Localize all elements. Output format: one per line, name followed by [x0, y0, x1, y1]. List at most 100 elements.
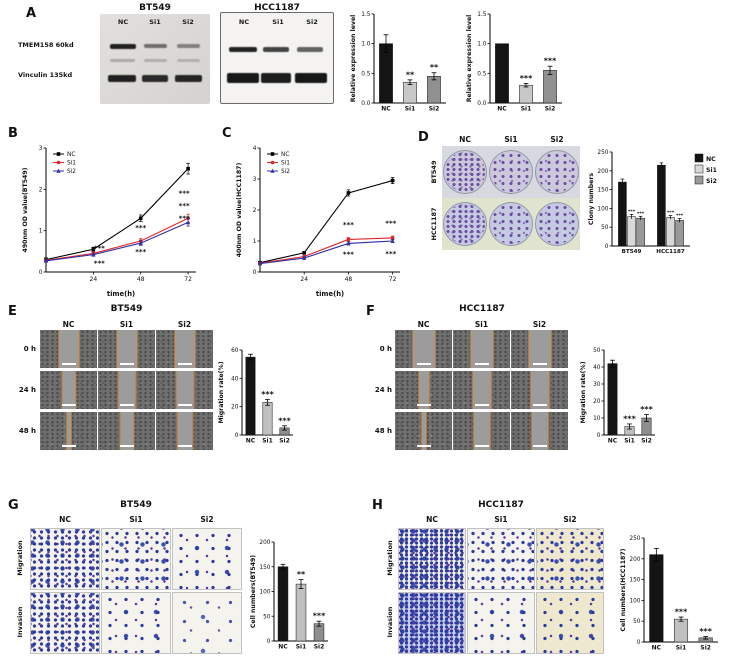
svg-text:Si1: Si1	[521, 106, 532, 113]
svg-text:4: 4	[253, 146, 257, 152]
blot-band	[175, 75, 202, 82]
svg-text:Si2: Si2	[67, 169, 76, 175]
transwell-image	[398, 592, 466, 654]
svg-text:Si1: Si1	[262, 438, 273, 445]
svg-text:Clony numbers: Clony numbers	[588, 173, 595, 225]
blot-band	[108, 75, 136, 82]
scale-bar	[177, 404, 192, 406]
wound-image	[511, 330, 568, 368]
svg-text:***: ***	[640, 405, 653, 414]
svg-text:***: ***	[313, 612, 326, 621]
svg-text:***: ***	[179, 202, 190, 210]
col-label: Si1	[474, 320, 489, 329]
blot-band	[261, 73, 291, 83]
svg-text:Si1: Si1	[706, 167, 717, 174]
svg-text:Si1: Si1	[624, 438, 635, 445]
scratch-gap	[530, 412, 549, 450]
svg-text:Relative expression level: Relative expression level	[350, 15, 357, 103]
blot-band	[177, 59, 200, 62]
col-label: Si2	[563, 515, 577, 524]
panel-label-a: A	[26, 6, 37, 21]
wound-image	[395, 330, 452, 368]
scale-bar	[119, 445, 134, 447]
svg-text:***: ***	[667, 210, 675, 216]
svg-text:Si2: Si2	[641, 438, 652, 445]
blot-band	[144, 59, 167, 62]
chart-od-hcc1187: 0 1 2 3 4 400nm OD value(HCC1187) 24 48 72 NC Si1 S…	[230, 140, 410, 298]
scale-bar	[61, 445, 76, 447]
svg-text:Si2: Si2	[545, 106, 556, 113]
scratch-gap	[57, 330, 80, 368]
svg-text:***: ***	[278, 416, 291, 425]
svg-text:time(h): time(h)	[107, 290, 135, 298]
scale-bar	[119, 363, 134, 365]
blot-band	[227, 73, 259, 83]
row-label: 48 h	[18, 427, 36, 435]
transwell-image	[172, 592, 242, 654]
wound-image	[40, 330, 97, 368]
svg-text:Cell numbers(BT549): Cell numbers(BT549)	[250, 555, 257, 628]
svg-text:***: ***	[343, 251, 354, 259]
svg-text:150: 150	[259, 565, 270, 571]
chart-migration-rate-bt549: 0 20 40 60 Migration rate(%) NC *** Si1 *** Si2	[218, 338, 298, 448]
svg-text:0: 0	[235, 433, 239, 439]
wound-image	[453, 371, 510, 409]
panel-label-d: D	[418, 130, 429, 145]
svg-text:NC: NC	[381, 106, 391, 113]
row-label: 48 h	[374, 427, 392, 435]
blot-band	[263, 47, 289, 52]
scratch-gap	[420, 412, 427, 450]
svg-text:***: ***	[520, 74, 533, 83]
row-label-bt549: BT549	[430, 160, 438, 184]
panel-title-bt549: BT549	[120, 500, 152, 510]
svg-text:NC: NC	[497, 106, 507, 113]
svg-text:NC: NC	[278, 644, 288, 651]
scratch-gap	[115, 330, 138, 368]
scale-bar	[532, 404, 547, 406]
scratch-gap	[471, 371, 492, 409]
svg-text:400nm OD value(HCC1187): 400nm OD value(HCC1187)	[236, 163, 243, 258]
western-blot-bt549: NC Si1 Si2	[100, 14, 210, 104]
colony-dish	[489, 150, 533, 194]
svg-text:***: ***	[628, 209, 636, 215]
svg-text:100: 100	[259, 590, 270, 596]
svg-text:NC: NC	[706, 156, 716, 163]
wound-image	[453, 412, 510, 450]
chart-e-svg: 0 20 40 60 Migration rate(%) NC *** Si1 *** Si2	[218, 348, 293, 445]
scratch-gap	[173, 330, 196, 368]
svg-text:20: 20	[231, 405, 239, 411]
transwell-image	[467, 592, 535, 654]
transwell-image	[398, 528, 466, 590]
svg-text:Si1: Si1	[67, 161, 76, 167]
col-label: NC	[62, 320, 75, 329]
svg-text:***: ***	[343, 221, 354, 229]
svg-text:***: ***	[544, 57, 557, 66]
scratch-gap	[527, 330, 552, 368]
scratch-gap	[472, 412, 491, 450]
svg-text:NC: NC	[246, 438, 256, 445]
col-label: Si1	[129, 515, 143, 524]
scratch-gap	[175, 371, 194, 409]
svg-text:NC: NC	[281, 152, 289, 158]
col-label: NC	[417, 320, 430, 329]
blot-title-bt549: BT549	[139, 3, 171, 13]
col-label: Si2	[200, 515, 214, 524]
panel-label-f: F	[366, 304, 375, 319]
svg-text:NC: NC	[652, 645, 662, 652]
svg-text:Si2: Si2	[700, 645, 711, 652]
scale-bar	[177, 445, 192, 447]
panel-label-b: B	[8, 126, 18, 141]
col-label: NC	[459, 135, 471, 144]
scale-bar	[532, 445, 547, 447]
lane-label: NC	[238, 18, 250, 26]
svg-text:30: 30	[593, 382, 601, 388]
scale-bar	[119, 404, 134, 406]
svg-text:2: 2	[253, 208, 257, 214]
scratch-gap	[469, 330, 494, 368]
scale-bar	[474, 404, 489, 406]
svg-text:0: 0	[253, 270, 257, 276]
chart-c-svg: 0 1 2 3 4 400nm OD value(HCC1187) 24 48 72 NC Si1 S…	[236, 146, 400, 298]
col-label: Si2	[177, 320, 192, 329]
lane-label: Si2	[306, 18, 318, 26]
